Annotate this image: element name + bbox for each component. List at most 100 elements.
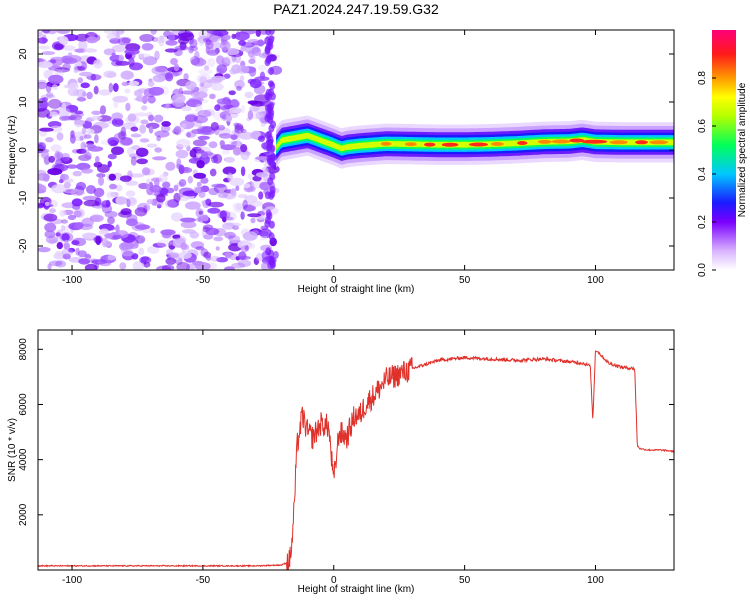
spectrogram-noise-blob — [113, 100, 119, 109]
spectrogram-noise-blob — [68, 82, 79, 90]
spectrogram-noise-blob — [268, 157, 275, 166]
spectrogram-noise-blob — [211, 183, 227, 188]
spectrogram-noise-blob — [201, 99, 209, 104]
spectrogram-noise-blob — [86, 36, 99, 44]
spectrogram-noise-blob — [139, 256, 152, 264]
spectrogram-noise-blob — [173, 126, 185, 133]
spectrogram-noise-blob — [48, 155, 55, 163]
spectrogram-noise-blob — [56, 151, 63, 159]
spectrogram-noise-blob — [114, 230, 129, 239]
spectrogram-noise-blob — [39, 101, 49, 109]
spectrogram-noise-blob — [155, 265, 172, 270]
spectrogram-noise-blob — [162, 181, 171, 189]
spectrogram-noise-blob — [229, 177, 245, 187]
spectrogram-ridge-band — [276, 132, 674, 152]
spectrogram-noise-blob — [134, 96, 149, 102]
spectrogram-noise-blob — [138, 247, 145, 256]
spectrogram-noise-blob — [230, 188, 237, 196]
spectrogram-noise-blob — [74, 222, 84, 230]
spectrogram-noise-blob — [45, 137, 54, 143]
spectrogram-ridge-peak — [404, 142, 417, 147]
spectrogram-ridge-peak — [380, 141, 392, 146]
spectrogram-noise-blob — [211, 155, 219, 164]
spectrogram-noise-blob — [61, 233, 70, 242]
spectrogram-noise-blob — [111, 118, 118, 125]
spectrogram-xtick-label: 100 — [587, 275, 604, 286]
spectrogram-noise-blob — [236, 85, 242, 91]
spectrogram-noise-blob — [98, 89, 111, 96]
spectrogram-noise-blob — [70, 112, 85, 118]
spectrogram-noise-blob — [48, 65, 63, 72]
spectrogram-noise-blob — [96, 173, 106, 178]
spectrogram-noise-blob — [109, 38, 121, 44]
spectrogram-noise-blob — [138, 53, 151, 58]
spectrogram-noise-blob — [238, 131, 255, 140]
colorbar-ticks: 0.0 0.2 0.4 0.6 0.8 — [697, 71, 716, 277]
spectrogram-noise-blob — [216, 257, 229, 263]
spectrogram-noise-blob — [222, 216, 227, 223]
spectrogram-noise-blob — [225, 114, 231, 122]
spectrogram-noise-blob — [47, 263, 52, 270]
spectrogram-noise-blob — [221, 150, 230, 155]
spectrogram-noise-blob — [224, 231, 236, 239]
spectrogram-noise-blob — [210, 122, 219, 131]
spectrogram-noise-blob — [223, 73, 231, 79]
spectrogram-noise-blob — [147, 95, 156, 104]
spectrogram-ytick-label: 0 — [18, 147, 29, 153]
spectrogram-noise-blob — [134, 207, 148, 217]
spectrogram-noise-blob — [94, 263, 100, 270]
spectrogram-noise-blob — [73, 66, 78, 74]
spectrogram-noise-blob — [258, 191, 264, 200]
spectrogram-noise-blob — [222, 216, 234, 221]
spectrogram-noise-blob — [191, 128, 205, 135]
spectrogram-noise-blob — [136, 158, 148, 165]
spectrogram-noise-blob — [268, 35, 275, 44]
colorbar-tick-label: 0.0 — [697, 263, 708, 277]
spectrogram-ridge-peak — [468, 142, 489, 147]
spectrogram-noise-blob — [129, 62, 143, 71]
spectrogram-noise-blob — [68, 247, 76, 253]
spectrogram-noise-blob — [48, 111, 58, 117]
spectrogram-noise-blob — [208, 187, 220, 196]
spectrogram-noise-blob — [115, 60, 130, 66]
spectrogram-noise-blob — [134, 224, 151, 230]
spectrogram-noise-blob — [139, 34, 155, 42]
spectrogram-noise-blob — [180, 217, 196, 223]
spectrogram-x-axis-label: Height of straight line (km) — [298, 284, 415, 295]
spectrogram-noise-blob — [77, 77, 84, 84]
spectrogram-noise-blob — [181, 123, 187, 129]
spectrogram-noise-blob — [106, 255, 117, 261]
spectrogram-noise-blob — [95, 155, 100, 164]
spectrogram-noise-blob — [154, 50, 160, 61]
spectrogram-ytick-label: -10 — [18, 190, 29, 205]
spectrogram-noise-blob — [247, 213, 262, 218]
spectrogram-noise-blob — [63, 181, 71, 189]
spectrogram-xtick-label: 50 — [459, 275, 471, 286]
spectrogram-noise-blob — [59, 36, 69, 46]
spectrogram-noise-blob — [154, 147, 163, 153]
spectrogram-noise-blob — [183, 73, 189, 81]
snr-y-axis-label: SNR (10 * v/v) — [7, 418, 18, 482]
spectrogram-noise-blob — [186, 263, 195, 270]
spectrogram-noise-blob — [196, 160, 205, 169]
spectrogram-noise-blob — [265, 104, 271, 113]
spectrogram-noise-blob — [218, 133, 233, 139]
spectrogram-noise-blob — [237, 193, 248, 199]
spectrogram-noise-blob — [125, 180, 139, 186]
spectrogram-noise-blob — [171, 93, 186, 104]
spectrogram-noise-blob — [76, 61, 82, 68]
spectrogram-noise-blob — [91, 110, 102, 116]
colorbar-label: Normalized spectral amplitude — [737, 82, 748, 217]
spectrogram-noise-blob — [141, 167, 151, 176]
spectrogram-noise-blob — [204, 65, 210, 71]
spectrogram-noise-blob — [206, 50, 219, 56]
spectrogram-noise-blob — [200, 177, 209, 184]
spectrogram-noise-blob — [112, 30, 124, 37]
spectrogram-noise-blob — [242, 204, 256, 212]
spectrogram-noise-blob — [264, 114, 271, 123]
spectrogram-noise-blob — [80, 141, 87, 151]
spectrogram-noise-blob — [264, 58, 271, 67]
spectrogram-noise-blob — [81, 148, 90, 156]
spectrogram-noise-blob — [195, 246, 205, 251]
spectrogram-noise-blob — [236, 203, 242, 211]
